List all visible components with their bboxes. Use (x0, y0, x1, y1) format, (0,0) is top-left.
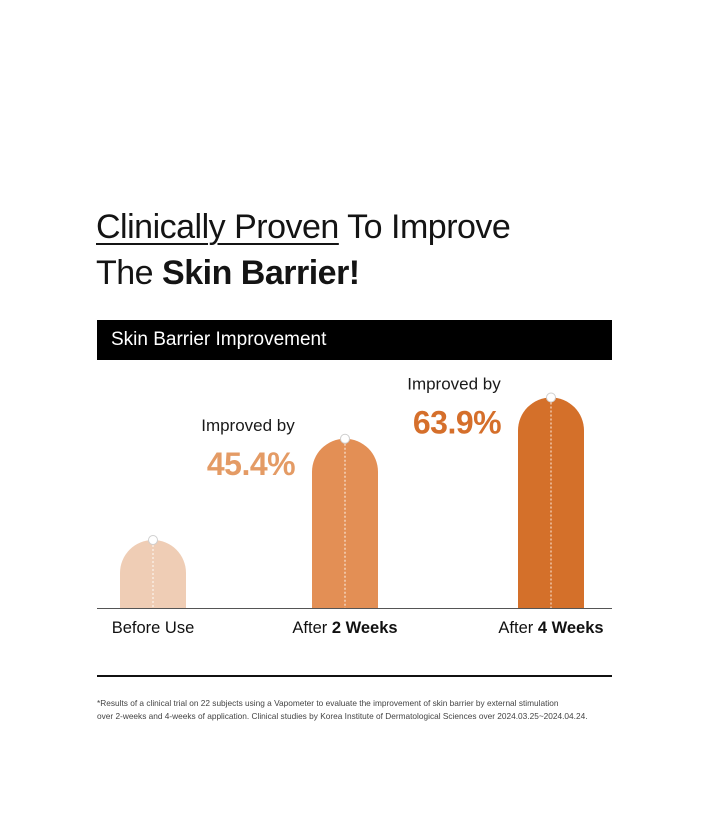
headline-bold-text: Skin Barrier! (162, 254, 360, 292)
bar-2 (312, 438, 378, 608)
headline-underlined-text: Clinically Proven (96, 208, 339, 246)
footnote-line-1: *Results of a clinical trial on 22 subje… (97, 698, 559, 708)
annotation-label: Improved by (407, 375, 501, 394)
category-label: After 2 Weeks (292, 619, 397, 637)
footnote: *Results of a clinical trial on 22 subje… (97, 697, 637, 722)
data-label: 45.4% (207, 446, 295, 482)
headline-line-2: The Skin Barrier! (96, 250, 510, 296)
data-label: 63.9% (413, 405, 501, 441)
bar-top-marker (340, 433, 350, 444)
bottom-divider (97, 675, 612, 677)
headline: Clinically Proven To Improve The Skin Ba… (96, 204, 511, 296)
category-label: After 4 Weeks (498, 619, 603, 637)
headline-line-1: Clinically Proven To Improve (96, 204, 511, 250)
annotation-label: Improved by (201, 416, 295, 435)
headline-line-2-plain: The (96, 254, 163, 292)
headline-line-1-rest: To Improve (338, 208, 511, 246)
bar-top-marker (148, 535, 158, 545)
bar-top-marker (546, 392, 556, 403)
chart-title: Skin Barrier Improvement (97, 320, 612, 360)
category-label: Before Use (112, 619, 195, 637)
footnote-line-2: over 2-weeks and 4-weeks of application.… (97, 710, 588, 721)
